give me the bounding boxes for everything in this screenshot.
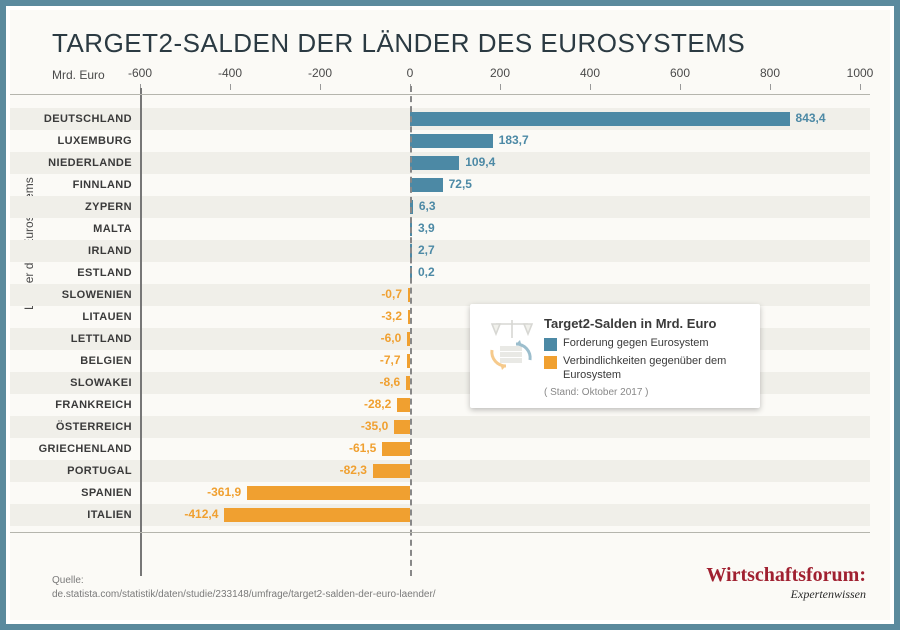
bar-label: FINNLAND — [10, 179, 132, 191]
bar-label: FRANKREICH — [10, 399, 132, 411]
bar-value: -61,5 — [349, 441, 376, 455]
brand-name: Wirtschaftsforum: — [706, 564, 866, 587]
axis-tick: -600 — [128, 66, 152, 80]
axis-tick: -400 — [218, 66, 242, 80]
bar-negative — [373, 464, 410, 478]
axis-unit-label: Mrd. Euro — [52, 68, 105, 82]
bar-label: SLOWAKEI — [10, 377, 132, 389]
bar-value: 2,7 — [418, 243, 435, 257]
bar-positive — [410, 112, 790, 126]
bar-row: SPANIEN -361,9 — [10, 482, 870, 504]
bar-row: GRIECHENLAND -61,5 — [10, 438, 870, 460]
axis-tick: 600 — [670, 66, 690, 80]
chart-card: TARGET2-SALDEN DER LÄNDER DES EUROSYSTEM… — [10, 10, 890, 620]
axis-tick: 0 — [407, 66, 414, 80]
bar-value: -3,2 — [381, 309, 402, 323]
brand-tagline: Expertenwissen — [706, 587, 866, 602]
bar-label: IRLAND — [10, 245, 132, 257]
bar-label: LITAUEN — [10, 311, 132, 323]
bar-label: ESTLAND — [10, 267, 132, 279]
bar-row: NIEDERLANDE 109,4 — [10, 152, 870, 174]
bar-label: ZYPERN — [10, 201, 132, 213]
legend-title: Target2-Salden in Mrd. Euro — [544, 316, 744, 331]
bar-value: -0,7 — [381, 287, 402, 301]
bar-label: DEUTSCHLAND — [10, 113, 132, 125]
bar-value: -7,7 — [380, 353, 401, 367]
bar-row: DEUTSCHLAND 843,4 — [10, 108, 870, 130]
legend-item: Forderung gegen Eurosystem — [544, 337, 744, 351]
bar-label: MALTA — [10, 223, 132, 235]
axis-tick: -200 — [308, 66, 332, 80]
label-axis-line — [140, 88, 142, 576]
bar-value: -82,3 — [340, 463, 367, 477]
bar-value: -35,0 — [361, 419, 388, 433]
bar-positive — [410, 134, 493, 148]
bar-value: 3,9 — [418, 221, 435, 235]
bar-row: IRLAND 2,7 — [10, 240, 870, 262]
bar-value: -6,0 — [381, 331, 402, 345]
source-prefix: Quelle: — [52, 575, 84, 586]
chart-title: TARGET2-SALDEN DER LÄNDER DES EUROSYSTEM… — [52, 28, 745, 59]
legend-item: Verbindlichkeiten gegenüber dem Eurosyst… — [544, 355, 744, 383]
grid-line — [10, 94, 870, 95]
axis-tick: 400 — [580, 66, 600, 80]
bar-value: -412,4 — [184, 507, 218, 521]
zero-line — [410, 86, 412, 576]
legend-label: Verbindlichkeiten gegenüber dem Eurosyst… — [563, 355, 744, 383]
bar-label: ÖSTERREICH — [10, 421, 132, 433]
axis-tick: 800 — [760, 66, 780, 80]
bar-label: GRIECHENLAND — [10, 443, 132, 455]
bar-row: PORTUGAL -82,3 — [10, 460, 870, 482]
bar-negative — [397, 398, 410, 412]
bar-row: LUXEMBURG 183,7 — [10, 130, 870, 152]
bar-label: ITALIEN — [10, 509, 132, 521]
bar-row: ESTLAND 0,2 — [10, 262, 870, 284]
bar-label: SPANIEN — [10, 487, 132, 499]
bar-negative — [224, 508, 410, 522]
bar-value: -8,6 — [379, 375, 400, 389]
bar-row: MALTA 3,9 — [10, 218, 870, 240]
bar-value: -361,9 — [207, 485, 241, 499]
bar-value: 6,3 — [419, 199, 436, 213]
bar-value: 72,5 — [449, 177, 472, 191]
balance-scale-icon — [486, 316, 538, 372]
bar-label: LETTLAND — [10, 333, 132, 345]
bar-label: PORTUGAL — [10, 465, 132, 477]
source-citation: Quelle: de.statista.com/statistik/daten/… — [52, 574, 436, 602]
legend-swatch — [544, 338, 557, 351]
bar-positive — [410, 178, 443, 192]
bar-value: 0,2 — [418, 265, 435, 279]
bar-row: ITALIEN -412,4 — [10, 504, 870, 526]
bar-value: 109,4 — [465, 155, 495, 169]
legend-swatch — [544, 356, 557, 369]
bar-value: 183,7 — [499, 133, 529, 147]
bar-negative — [394, 420, 410, 434]
axis-tick: 1000 — [847, 66, 874, 80]
brand-block: Wirtschaftsforum: Expertenwissen — [706, 564, 866, 602]
bar-value: 843,4 — [796, 111, 826, 125]
legend-label: Forderung gegen Eurosystem — [563, 337, 709, 351]
bar-positive — [410, 156, 459, 170]
bar-label: LUXEMBURG — [10, 135, 132, 147]
bar-row: ÖSTERREICH -35,0 — [10, 416, 870, 438]
bar-negative — [382, 442, 410, 456]
bar-row: FINNLAND 72,5 — [10, 174, 870, 196]
bar-negative — [247, 486, 410, 500]
axis-tick: 200 — [490, 66, 510, 80]
source-url: de.statista.com/statistik/daten/studie/2… — [52, 589, 436, 600]
legend-box: Target2-Salden in Mrd. Euro Forderung geg… — [470, 304, 760, 408]
bar-row: ZYPERN 6,3 — [10, 196, 870, 218]
grid-line — [10, 532, 870, 533]
bar-value: -28,2 — [364, 397, 391, 411]
legend-date: ( Stand: Oktober 2017 ) — [544, 387, 744, 398]
bar-label: SLOWENIEN — [10, 289, 132, 301]
bar-label: NIEDERLANDE — [10, 157, 132, 169]
bar-label: BELGIEN — [10, 355, 132, 367]
bar-row: SLOWENIEN -0,7 — [10, 284, 870, 306]
